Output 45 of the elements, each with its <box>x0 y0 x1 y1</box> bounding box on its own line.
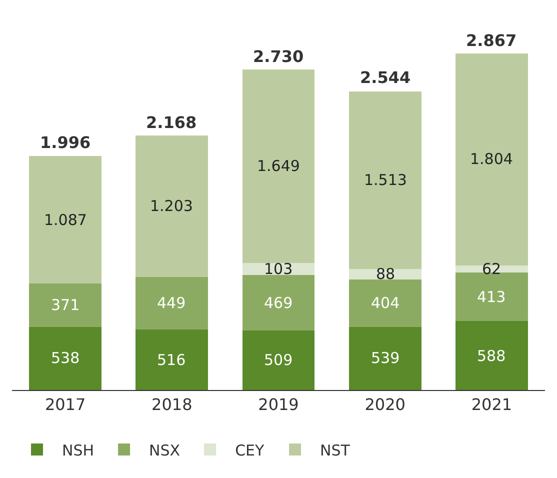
data-label: 538 <box>51 349 80 367</box>
data-label: 88 <box>376 265 396 283</box>
bar <box>29 283 102 327</box>
data-label: 1.804 <box>470 150 513 168</box>
x-tick-label: 2017 <box>44 395 86 414</box>
x-tick-label: 2019 <box>258 395 299 414</box>
bar <box>136 136 208 277</box>
data-label: 449 <box>157 294 186 312</box>
total-label: 1.996 <box>40 133 91 152</box>
data-label: 1.649 <box>257 157 300 175</box>
data-label: 103 <box>264 260 293 278</box>
data-label: 509 <box>264 351 293 369</box>
data-label: 1.513 <box>364 171 407 189</box>
bar <box>136 276 208 330</box>
data-label: 413 <box>477 288 506 306</box>
data-label: 1.203 <box>150 197 193 215</box>
total-label: 2.867 <box>466 31 517 50</box>
bar <box>455 321 528 390</box>
data-label: 404 <box>371 294 400 312</box>
bar <box>29 326 102 390</box>
total-label: 2.730 <box>253 47 304 66</box>
legend-label: NSX <box>149 441 180 460</box>
data-label: 371 <box>51 296 80 314</box>
data-label: 588 <box>477 347 506 365</box>
bar <box>242 275 315 330</box>
data-label: 516 <box>157 351 186 369</box>
bar <box>455 272 528 321</box>
legend-label: NSH <box>62 441 94 460</box>
total-label: 2.168 <box>146 113 197 132</box>
data-label: 469 <box>264 294 293 312</box>
x-tick-label: 2021 <box>471 395 512 414</box>
data-label: 1.087 <box>44 211 87 229</box>
x-tick-label: 2020 <box>364 395 406 414</box>
legend-label: NST <box>320 441 351 460</box>
x-tick-label: 2018 <box>152 395 192 414</box>
bar <box>242 70 315 264</box>
data-label: 539 <box>371 349 400 367</box>
bar <box>348 91 422 270</box>
legend-label: CEY <box>235 441 266 460</box>
bar <box>242 330 315 390</box>
bar <box>136 329 208 390</box>
bar <box>29 156 102 284</box>
total-label: 2.544 <box>360 68 411 87</box>
bar <box>348 326 422 390</box>
bar <box>348 279 422 327</box>
